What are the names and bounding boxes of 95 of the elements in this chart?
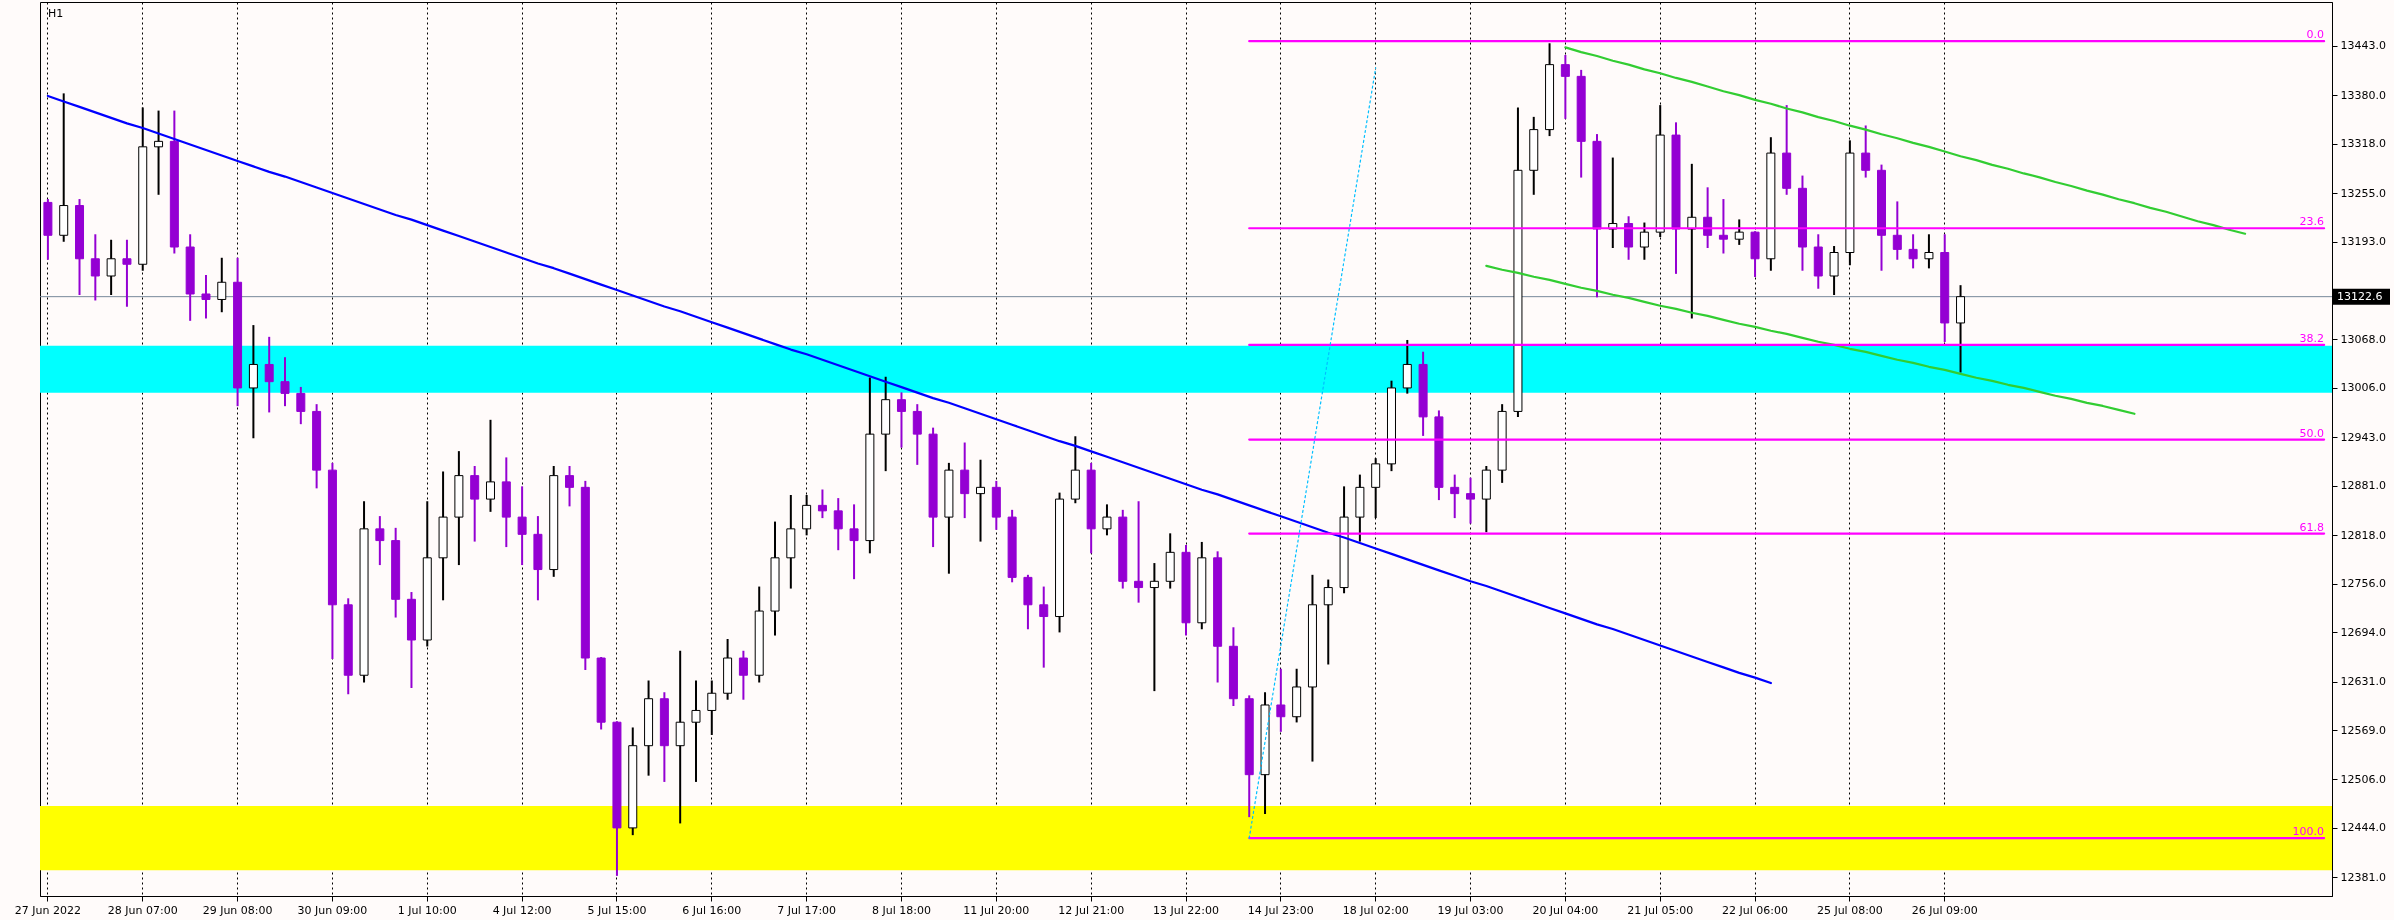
y-tick-label: 12381.0 — [2340, 870, 2386, 884]
x-tick-label: 14 Jul 23:00 — [1247, 903, 1314, 917]
candlestick — [1703, 187, 1713, 249]
ref-line-label: 13122.6 — [2337, 289, 2383, 303]
line-series — [1248, 67, 1377, 839]
candlestick — [1639, 222, 1649, 260]
line-series — [46, 94, 1772, 685]
candlestick — [1323, 579, 1333, 665]
candlestick — [122, 239, 132, 307]
x-tick-label: 5 Jul 15:00 — [587, 903, 647, 917]
candlestick — [1402, 339, 1412, 394]
series-label: 0.0 — [2306, 28, 2325, 42]
y-tick-label: 13006.0 — [2340, 381, 2386, 395]
candlestick — [1734, 219, 1744, 245]
x-tick-label: 21 Jul 05:00 — [1627, 903, 1694, 917]
candlestick — [1718, 199, 1728, 254]
series-label: 23.6 — [2299, 215, 2325, 229]
candlestick — [833, 498, 843, 551]
candlestick — [280, 357, 290, 407]
y-tick-label: 13380.0 — [2340, 88, 2386, 102]
candlestick — [565, 466, 575, 507]
series-label: 61.8 — [2299, 520, 2325, 534]
x-tick-label: 26 Jul 09:00 — [1911, 903, 1978, 917]
candlestick — [691, 680, 701, 782]
candlestick — [1908, 234, 1918, 269]
y-tick-label: 12943.0 — [2340, 430, 2386, 444]
x-tick-label: 4 Jul 12:00 — [492, 903, 552, 917]
candlestick — [1829, 246, 1839, 295]
candlestick — [1149, 563, 1159, 692]
candlestick — [470, 466, 480, 542]
series-label: 38.2 — [2299, 331, 2325, 345]
candlestick — [1134, 501, 1144, 603]
y-tick-label: 12756.0 — [2340, 577, 2386, 591]
x-tick-label: 25 Jul 08:00 — [1816, 903, 1883, 917]
candlestick — [817, 489, 827, 519]
x-tick-label: 8 Jul 18:00 — [871, 903, 931, 917]
candlestick — [517, 486, 527, 566]
y-tick-label: 13193.0 — [2340, 235, 2386, 249]
candlestick — [1276, 668, 1286, 732]
candlestick — [1466, 477, 1476, 524]
candlestick — [90, 234, 100, 301]
y-tick-label: 13068.0 — [2340, 332, 2386, 346]
candlestick — [154, 110, 164, 195]
candlestick — [201, 274, 211, 319]
candlestick — [912, 404, 922, 465]
x-tick-label: 1 Jul 10:00 — [397, 903, 457, 917]
candlestick — [675, 650, 685, 824]
x-tick-label: 27 Jun 2022 — [14, 903, 81, 917]
chart-title: H1 — [48, 7, 64, 20]
candlestick — [1861, 125, 1871, 178]
x-tick-label: 29 Jun 08:00 — [202, 903, 273, 917]
y-tick-label: 13318.0 — [2340, 137, 2386, 151]
candlestick — [264, 336, 274, 413]
candlestick — [960, 442, 970, 519]
line-series — [1564, 46, 2247, 235]
x-tick-label: 11 Jul 20:00 — [963, 903, 1030, 917]
candlestick — [248, 325, 258, 439]
y-tick-label: 13255.0 — [2340, 186, 2386, 200]
candlestick — [217, 257, 227, 313]
candlestick — [375, 516, 385, 566]
x-tick-label: 19 Jul 03:00 — [1437, 903, 1504, 917]
candlestick — [486, 419, 495, 512]
candlestick — [1450, 474, 1460, 519]
x-tick-label: 22 Jul 06:00 — [1722, 903, 1789, 917]
x-tick-label: 13 Jul 22:00 — [1153, 903, 1219, 917]
y-tick-label: 12818.0 — [2340, 528, 2386, 542]
candlestick — [976, 459, 986, 542]
y-tick-label: 12569.0 — [2340, 723, 2386, 737]
series-label: 100.0 — [2292, 825, 2325, 839]
candlestick — [1560, 55, 1570, 119]
y-tick-label: 12506.0 — [2340, 772, 2386, 786]
x-tick-label: 20 Jul 04:00 — [1532, 903, 1599, 917]
candlestick — [1039, 586, 1049, 668]
y-tick-label: 12631.0 — [2340, 675, 2386, 688]
candlestick — [896, 392, 906, 448]
candlestick — [1624, 216, 1634, 260]
candlestick — [738, 650, 748, 700]
candlestick — [849, 504, 859, 580]
x-tick-label: 7 Jul 17:00 — [777, 903, 837, 917]
candlestick — [1102, 504, 1112, 536]
series-label: 50.0 — [2299, 426, 2325, 440]
y-tick-label: 12694.0 — [2340, 625, 2386, 639]
x-tick-label: 6 Jul 16:00 — [682, 903, 742, 917]
candlestick — [1892, 201, 1902, 260]
candlestick — [296, 386, 306, 425]
x-tick-label: 28 Jun 07:00 — [107, 903, 178, 917]
candlestick — [106, 239, 116, 295]
y-tick-label: 12444.0 — [2340, 821, 2386, 835]
x-tick-label: 12 Jul 21:00 — [1058, 903, 1125, 917]
candlestick — [1924, 234, 1934, 269]
y-tick-label: 12881.0 — [2340, 479, 2386, 493]
x-tick-label: 30 Jun 09:00 — [297, 903, 368, 917]
y-tick-label: 13443.0 — [2340, 39, 2386, 53]
line-series — [1485, 264, 2136, 415]
x-tick-label: 18 Jul 02:00 — [1342, 903, 1409, 917]
